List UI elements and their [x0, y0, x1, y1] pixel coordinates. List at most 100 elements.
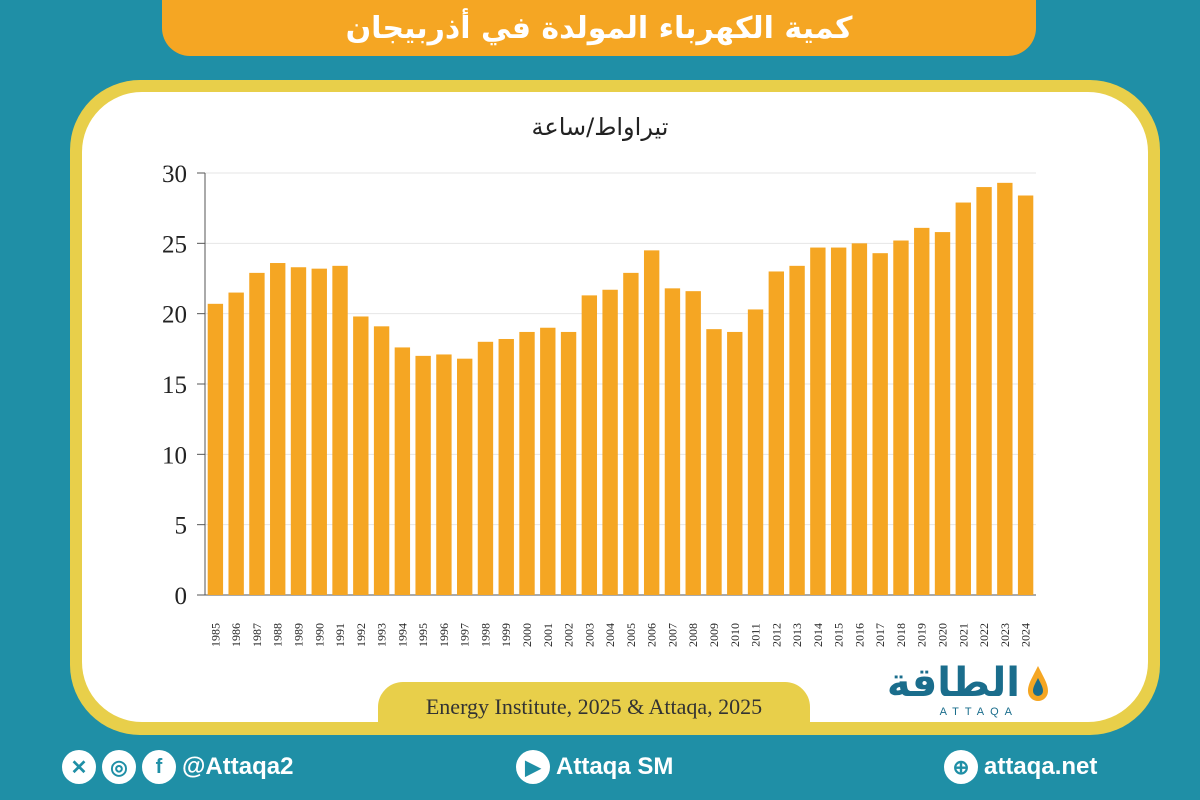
x-tick-label: 1994 — [395, 623, 409, 647]
bar — [332, 265, 348, 595]
y-tick-label: 10 — [162, 442, 187, 469]
bar — [353, 316, 369, 595]
x-tick-label: 1999 — [499, 623, 513, 647]
source-text: Energy Institute, 2025 & Attaqa, 2025 — [425, 694, 763, 719]
bar — [602, 289, 618, 595]
x-tick-label: 2008 — [686, 623, 700, 647]
bar — [540, 327, 556, 595]
bar — [477, 341, 494, 595]
bar — [976, 187, 992, 596]
bar — [436, 354, 452, 595]
y-tick-label: 5 — [175, 513, 188, 540]
x-tick-label: 1993 — [375, 623, 389, 647]
bar — [519, 331, 535, 595]
bar — [560, 331, 577, 595]
bar — [207, 303, 224, 595]
globe-icon: ⊕ — [944, 750, 978, 784]
attaqa-logo: الطاقة ATTAQA — [870, 660, 1050, 720]
x-tick-label: 2012 — [769, 623, 783, 647]
x-tick-label: 2016 — [852, 623, 866, 647]
bar — [581, 295, 598, 595]
logo-subtitle: ATTAQA — [939, 706, 1018, 718]
website-link[interactable]: ⊕ attaqa.net — [944, 750, 1097, 784]
x-tick-label: 1998 — [478, 623, 492, 647]
x-tick-label: 1987 — [250, 623, 264, 647]
bar — [955, 202, 971, 596]
x-tick-label: 1995 — [416, 623, 430, 647]
bar — [893, 240, 909, 595]
x-tick-label: 1988 — [271, 623, 285, 647]
y-tick-label: 0 — [175, 583, 188, 610]
x-tick-label: 2010 — [728, 623, 742, 647]
bar — [872, 253, 888, 595]
x-tick-label: 2018 — [894, 623, 908, 647]
youtube-icon: ▶ — [516, 750, 550, 784]
youtube-link[interactable]: ▶ Attaqa SM — [516, 750, 673, 784]
bar — [457, 358, 473, 595]
x-tick-label: 2000 — [520, 623, 534, 647]
instagram-icon[interactable]: ◎ — [102, 750, 136, 784]
footer: ✕ ◎ f @Attaqa2 ▶ Attaqa SM ⊕ attaqa.net — [0, 740, 1200, 800]
x-icon[interactable]: ✕ — [62, 750, 96, 784]
x-tick-label: 2017 — [873, 623, 887, 647]
bar — [664, 288, 681, 595]
bar — [768, 271, 784, 595]
bar — [373, 326, 390, 595]
website-label: attaqa.net — [984, 753, 1098, 780]
x-tick-label: 2021 — [956, 623, 970, 647]
bar — [228, 292, 244, 595]
x-tick-label: 1989 — [291, 623, 305, 647]
bar — [623, 272, 639, 595]
x-tick-label: 2024 — [1019, 623, 1033, 647]
social-links: ✕ ◎ f @Attaqa2 — [62, 750, 293, 784]
bar — [851, 243, 868, 596]
x-tick-label: 2011 — [749, 623, 763, 647]
chart-title: كمية الكهرباء المولدة في أذربيجان — [345, 10, 853, 46]
x-tick-label: 1985 — [208, 623, 222, 647]
bar — [498, 338, 514, 595]
bar — [394, 347, 411, 595]
bar — [249, 272, 265, 595]
bar — [706, 329, 722, 595]
y-axis-unit-label: تيراواط/ساعة — [531, 113, 669, 141]
x-tick-label: 2020 — [936, 623, 950, 647]
x-tick-label: 2005 — [624, 623, 638, 647]
source-pill: Energy Institute, 2025 & Attaqa, 2025 — [378, 682, 810, 732]
title-banner: كمية الكهرباء المولدة في أذربيجان — [162, 0, 1036, 56]
bar — [914, 227, 930, 596]
x-tick-label: 2009 — [707, 623, 721, 647]
logo-word: الطاقة — [886, 660, 1020, 706]
bar — [415, 355, 431, 595]
x-tick-label: 2022 — [977, 623, 991, 647]
x-tick-label: 1992 — [354, 623, 368, 647]
x-tick-label: 2019 — [915, 623, 929, 647]
x-tick-label: 2006 — [645, 623, 659, 647]
youtube-label: Attaqa SM — [556, 753, 674, 780]
bar — [727, 331, 743, 595]
bar — [643, 250, 660, 595]
x-tick-label: 2014 — [811, 623, 825, 647]
x-tick-label: 1996 — [437, 623, 451, 647]
bar — [789, 265, 805, 595]
bar — [830, 247, 847, 595]
social-handle[interactable]: @Attaqa2 — [182, 753, 294, 780]
y-tick-label: 20 — [162, 302, 187, 329]
x-tick-label: 2023 — [998, 623, 1012, 647]
x-tick-label: 1991 — [333, 623, 347, 647]
bar — [997, 182, 1013, 595]
x-tick-label: 2004 — [603, 623, 617, 647]
x-tick-label: 2003 — [582, 623, 596, 647]
bar — [747, 309, 764, 595]
bar — [934, 232, 951, 595]
bar — [311, 268, 327, 595]
bar — [685, 291, 701, 595]
x-tick-label: 1990 — [312, 623, 326, 647]
bar — [270, 263, 286, 595]
x-tick-label: 1986 — [229, 623, 243, 647]
bar — [290, 267, 307, 595]
bar — [810, 247, 826, 595]
facebook-icon[interactable]: f — [142, 750, 176, 784]
y-tick-label: 30 — [162, 161, 187, 188]
x-tick-label: 2001 — [541, 623, 555, 647]
